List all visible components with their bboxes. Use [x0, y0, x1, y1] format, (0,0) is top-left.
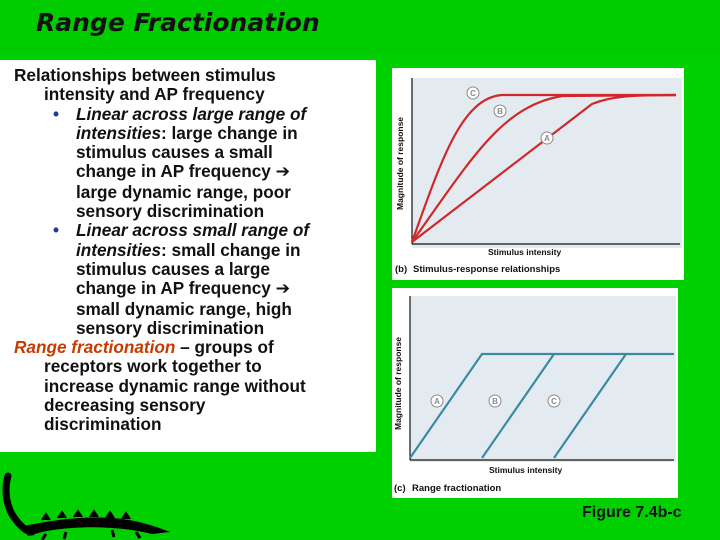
curve-c [410, 93, 676, 243]
line-b-label: B [488, 394, 502, 408]
bullet-line: : small change in [161, 239, 301, 260]
line-a-label: A [430, 394, 444, 408]
figure-b-ylabel: Magnitude of response [395, 117, 405, 210]
range-line: decreasing sensory [44, 395, 206, 416]
range-line: increase dynamic range without [44, 375, 306, 396]
line-a [409, 352, 674, 459]
figure-b-plot-area [412, 78, 682, 248]
bullet-large-range: • Linear across large range of intensitie… [14, 103, 374, 222]
bullet-heading: Linear across large range of [76, 103, 307, 124]
figure-c-ylabel: Magnitude of response [393, 337, 403, 430]
bullet-line: large dynamic range, poor [76, 181, 291, 202]
range-fractionation-paragraph: Range fractionation – groups of receptor… [14, 338, 374, 434]
line-c [553, 353, 627, 459]
body-text: Relationships between stimulus intensity… [14, 65, 374, 435]
arrow-right-icon: ➔ [275, 279, 291, 300]
figure-c-caption: Range fractionation [412, 483, 501, 494]
bullet-heading: Linear across small range of [76, 220, 310, 241]
figure-c-xlabel: Stimulus intensity [489, 465, 562, 475]
svg-text:A: A [544, 134, 550, 143]
range-fractionation-term: Range fractionation [14, 337, 176, 358]
bullet-line: small dynamic range, high [76, 298, 292, 319]
bullet-line: : large change in [161, 122, 298, 143]
bullet-line: sensory discrimination [76, 201, 265, 222]
line-b [481, 353, 555, 459]
figure-reference: Figure 7.4b-c [582, 504, 682, 521]
figure-b-xlabel: Stimulus intensity [488, 247, 561, 257]
svg-text:B: B [497, 107, 503, 116]
svg-text:B: B [492, 397, 498, 406]
svg-text:C: C [551, 397, 557, 406]
alligator-logo-icon [2, 472, 170, 540]
curve-b [411, 93, 677, 243]
figure-b-svg: C B A Magnitude of response Stimulus int… [395, 78, 680, 275]
text-panel [0, 60, 376, 452]
bullet-line: stimulus causes a small [76, 142, 273, 163]
figure-b-stimulus-response: C B A Magnitude of response Stimulus int… [392, 68, 684, 280]
intro-paragraph: Relationships between stimulus intensity… [14, 65, 374, 105]
title-bar [0, 0, 720, 54]
svg-text:C: C [470, 89, 476, 98]
slide-title: Range Fractionation [36, 8, 320, 37]
curve-a [411, 93, 677, 243]
curve-c-label: C [466, 86, 480, 100]
arrow-right-icon: ➔ [275, 162, 291, 183]
bullet-heading-italic: intensities [76, 239, 162, 260]
bullet-line: change in AP frequency [76, 161, 271, 182]
intro-line: intensity and AP frequency [44, 84, 265, 105]
bullet-heading-italic: intensities [76, 122, 162, 143]
bullet-line: stimulus causes a large [76, 258, 270, 279]
figure-b-caption-letter: (b) [395, 264, 407, 275]
range-line: – groups of [175, 337, 274, 358]
figure-b-caption: Stimulus-response relationships [413, 264, 560, 275]
curve-a-label: A [540, 131, 554, 145]
figure-c-range-fractionation: A B C Magnitude of response Stimulus int… [392, 288, 678, 498]
line-c-label: C [547, 394, 561, 408]
bullet-dot: • [53, 220, 60, 241]
range-line: discrimination [44, 414, 162, 435]
intro-line: Relationships between stimulus [14, 65, 276, 85]
bullet-line: sensory discrimination [76, 317, 265, 338]
figure-c-svg: A B C Magnitude of response Stimulus int… [393, 296, 674, 494]
bullet-line: change in AP frequency [76, 278, 271, 299]
bullet-small-range: • Linear across small range of intensitie… [14, 221, 374, 338]
svg-text:A: A [434, 397, 440, 406]
curve-b-label: B [493, 104, 507, 118]
figure-c-plot-area [410, 296, 676, 462]
figure-c-caption-letter: (c) [394, 483, 406, 494]
range-line: receptors work together to [44, 356, 262, 377]
bullet-dot: • [53, 103, 60, 124]
